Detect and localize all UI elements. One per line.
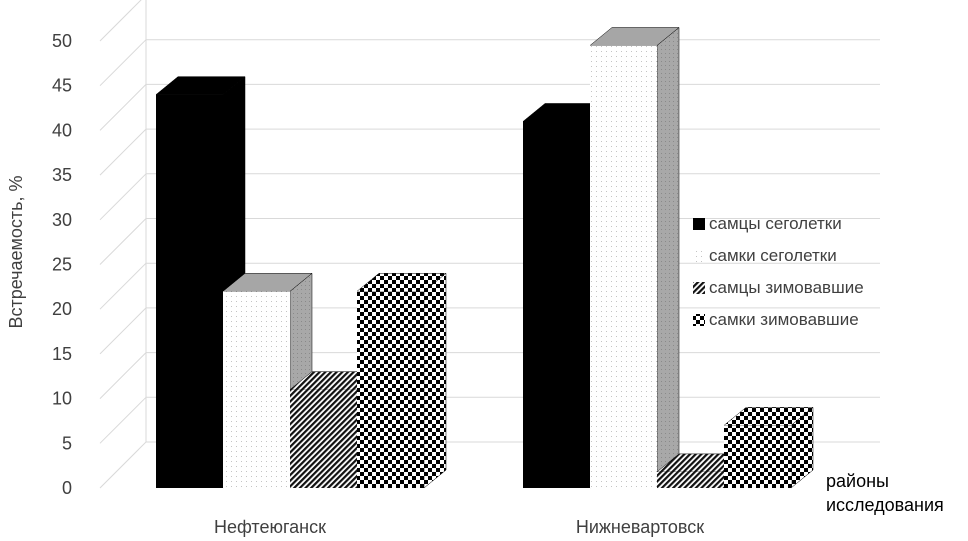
bar-front bbox=[357, 291, 424, 488]
y-tick-label: 30 bbox=[52, 210, 72, 230]
gridline-slant bbox=[99, 307, 147, 355]
bar-side bbox=[423, 272, 447, 489]
legend-label: самцы сеголетки bbox=[709, 214, 842, 233]
y-tick-label: 20 bbox=[52, 299, 72, 319]
gridline-slant bbox=[99, 396, 147, 444]
x-axis-label-line-1: районы bbox=[826, 471, 889, 491]
legend-swatch bbox=[693, 218, 705, 230]
legend-label: самки зимовавшие bbox=[709, 310, 859, 329]
gridline-slant bbox=[99, 173, 147, 221]
bar bbox=[356, 272, 447, 489]
y-tick-label: 5 bbox=[62, 433, 72, 453]
y-axis: 0 5 10 15 20 25 30 35 40 45 50 bbox=[52, 31, 72, 498]
bar bbox=[723, 406, 814, 489]
y-tick-label: 45 bbox=[52, 76, 72, 96]
gridline-slant bbox=[99, 0, 142, 42]
bar-front bbox=[590, 45, 657, 488]
legend: самцы сеголетки самки сеголетки самцы зимо… bbox=[693, 214, 864, 329]
gridline-slant bbox=[99, 84, 147, 131]
y-axis-label: Встречаемость, % bbox=[6, 175, 26, 328]
legend-swatch bbox=[693, 282, 705, 294]
bar bbox=[589, 26, 680, 489]
gridline-slant bbox=[99, 39, 147, 87]
x-axis-label-line-2: исследования bbox=[826, 495, 944, 515]
category-label: Нижневартовск bbox=[576, 517, 704, 537]
legend-swatch bbox=[693, 314, 705, 326]
bar-front bbox=[156, 94, 223, 488]
bar-side bbox=[656, 26, 680, 489]
x-axis-label: районы исследования bbox=[826, 471, 944, 515]
y-tick-label: 0 bbox=[62, 478, 72, 498]
y-tick-label: 50 bbox=[52, 31, 72, 51]
x-axis: Нефтеюганск Нижневартовск bbox=[214, 517, 704, 537]
gridline-slant bbox=[99, 262, 147, 310]
bar-front bbox=[523, 121, 590, 489]
y-tick-label: 40 bbox=[52, 120, 72, 140]
bar-front bbox=[290, 389, 357, 488]
bar-front bbox=[223, 291, 290, 488]
gridline-slant bbox=[99, 352, 147, 399]
y-tick-label: 25 bbox=[52, 255, 72, 275]
legend-swatch bbox=[693, 250, 705, 262]
legend-label: самки сеголетки bbox=[709, 246, 837, 265]
bar-front bbox=[724, 425, 791, 488]
y-tick-label: 15 bbox=[52, 344, 72, 364]
bars bbox=[155, 26, 814, 489]
y-tick-label: 10 bbox=[52, 389, 72, 409]
legend-label: самцы зимовавшие bbox=[709, 278, 864, 297]
gridline-slant bbox=[99, 128, 147, 176]
gridline-slant bbox=[99, 441, 147, 489]
category-label: Нефтеюганск bbox=[214, 517, 326, 537]
gridline-slant bbox=[99, 218, 147, 265]
bar-front bbox=[657, 471, 724, 488]
y-tick-label: 35 bbox=[52, 165, 72, 185]
